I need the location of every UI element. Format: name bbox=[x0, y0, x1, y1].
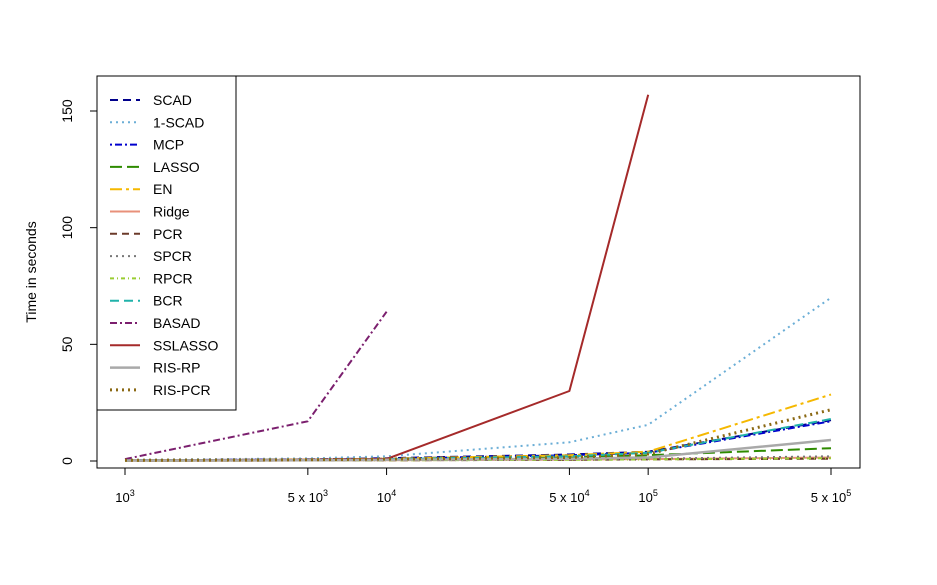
series-layer bbox=[124, 94, 832, 462]
legend-label: RIS-PCR bbox=[153, 382, 211, 398]
series-line-basad bbox=[124, 311, 388, 461]
y-tick-label: 100 bbox=[59, 216, 75, 240]
legend: SCAD 1-SCAD MCP LASSO EN Ridge PCR SPCR RPCR BCR B… bbox=[96, 75, 237, 411]
y-axis-label: Time in seconds bbox=[23, 221, 39, 322]
x-axis: 103 5 x 103 104 5 x 104 105 5 x 105 bbox=[115, 467, 851, 505]
y-tick-label: 150 bbox=[59, 99, 75, 123]
y-axis: 0 50 100 150 bbox=[59, 99, 98, 465]
legend-label: RIS-RP bbox=[153, 360, 200, 376]
legend-label: SSLASSO bbox=[153, 337, 218, 353]
legend-label: 1-SCAD bbox=[153, 114, 204, 130]
x-tick-label: 105 bbox=[638, 488, 657, 505]
legend-label: LASSO bbox=[153, 159, 200, 175]
legend-label: MCP bbox=[153, 137, 184, 153]
x-tick-label: 104 bbox=[377, 488, 396, 505]
x-tick-label: 5 x 105 bbox=[811, 488, 851, 505]
x-tick-label: 5 x 103 bbox=[288, 488, 328, 505]
y-tick-label: 50 bbox=[59, 336, 75, 352]
legend-label: SPCR bbox=[153, 248, 192, 264]
x-tick-label: 5 x 104 bbox=[549, 488, 589, 505]
legend-label: Ridge bbox=[153, 204, 190, 220]
legend-label: BASAD bbox=[153, 315, 200, 331]
legend-label: SCAD bbox=[153, 92, 192, 108]
x-tick-label: 103 bbox=[115, 488, 134, 505]
y-tick-label: 0 bbox=[59, 457, 75, 465]
legend-label: EN bbox=[153, 181, 172, 197]
legend-label: RPCR bbox=[153, 270, 193, 286]
legend-label: PCR bbox=[153, 226, 183, 242]
series-line-bcr bbox=[124, 418, 832, 462]
series-line-ris-rp bbox=[124, 438, 832, 462]
legend-box bbox=[96, 75, 237, 411]
legend-label: BCR bbox=[153, 293, 183, 309]
